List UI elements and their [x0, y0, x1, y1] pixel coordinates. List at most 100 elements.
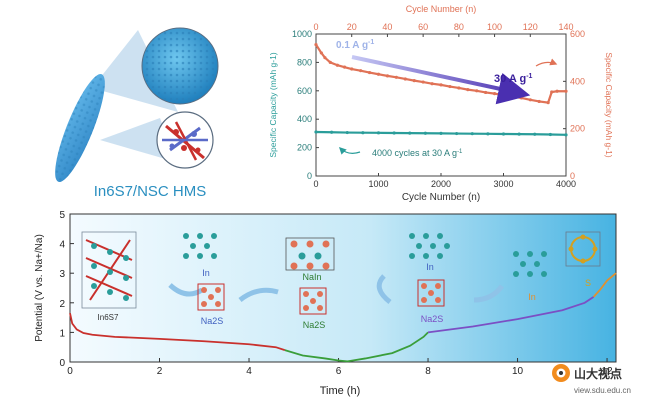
stage-label-in-3: In	[528, 292, 536, 302]
time-axis-label: Time (h)	[320, 385, 361, 397]
nain-crystal-icon	[285, 237, 335, 271]
stage-arrow-4	[473, 284, 505, 303]
data-point	[394, 75, 398, 79]
watermark-url: view.sdu.edu.cn	[574, 386, 631, 395]
data-point	[533, 132, 537, 136]
data-point	[423, 131, 427, 135]
stage-arrow-1	[168, 283, 204, 297]
data-point	[319, 51, 323, 55]
y2-tick-label: 0	[570, 171, 575, 181]
x-axis-label: Cycle Number (n)	[402, 192, 480, 203]
y2-tick-label: 400	[570, 76, 585, 86]
x-axis-ticks: 0 1000 2000 3000 4000	[313, 173, 576, 189]
data-point	[421, 80, 425, 84]
data-point	[328, 60, 332, 64]
data-point	[555, 89, 559, 93]
crystal-lattice-icon	[162, 121, 208, 161]
y2-pointer-arrow	[535, 58, 558, 67]
potential-tick-label: 2	[59, 299, 65, 310]
stage-label-nain: NaIn	[302, 272, 321, 282]
x-tick-label: 0	[313, 179, 318, 189]
x-tick-label: 2000	[431, 179, 451, 189]
potential-axis-label: Potential (V vs. Na+/Na)	[34, 234, 45, 342]
stage-label-na2s-3: Na2S	[421, 314, 444, 324]
data-point	[448, 84, 452, 89]
y2-axis-ticks: 0 200 400 600	[563, 29, 585, 181]
stage-label-in-1: In	[202, 268, 210, 278]
data-point	[392, 131, 396, 135]
data-point	[517, 132, 521, 136]
x2-tick-label: 140	[558, 22, 573, 32]
stage-label-s: S	[585, 278, 591, 288]
data-point	[501, 132, 506, 136]
potential-segment-0	[69, 312, 286, 352]
data-point	[439, 131, 443, 135]
data-point	[403, 77, 407, 81]
data-point	[564, 89, 568, 93]
x-tick-label: 3000	[493, 179, 513, 189]
potential-tick-label: 0	[59, 358, 65, 369]
data-point	[335, 63, 340, 67]
long-cycle-label: 4000 cycles at 30 A g-1	[372, 148, 463, 158]
data-point	[350, 67, 354, 71]
rate-start-label: 0.1 A g-1	[336, 39, 374, 51]
data-point	[537, 99, 541, 104]
data-point	[376, 131, 381, 135]
y-tick-label: 600	[297, 86, 312, 96]
x2-axis-label: Cycle Number (n)	[406, 4, 477, 14]
data-point	[367, 70, 372, 75]
rate-end-label: 30 A g-1	[494, 73, 533, 85]
sulfur-ring-icon	[565, 231, 601, 267]
y-tick-label: 0	[307, 171, 312, 181]
time-tick-label: 0	[67, 366, 73, 377]
data-point	[546, 101, 550, 105]
data-point	[412, 79, 416, 83]
y2-tick-label: 600	[570, 29, 585, 39]
data-point	[501, 93, 506, 97]
data-point	[323, 56, 327, 60]
in-atoms-icon-2	[409, 233, 450, 259]
potential-tick-label: 4	[59, 240, 65, 251]
potential-segment-3	[427, 296, 595, 334]
data-point	[314, 130, 318, 134]
y-tick-label: 1000	[292, 29, 312, 39]
x-tick-label: 1000	[368, 179, 388, 189]
data-point	[408, 131, 412, 135]
data-point	[466, 88, 470, 92]
data-point	[550, 90, 554, 94]
in-atoms-icon-1	[183, 233, 217, 259]
y2-tick-label: 200	[570, 124, 585, 134]
time-tick-label: 8	[425, 366, 431, 377]
stage-label-na2s-1: Na2S	[201, 316, 224, 326]
y-tick-label: 800	[297, 57, 312, 67]
rate-trend-arrow	[351, 55, 531, 105]
data-point	[457, 86, 461, 90]
x2-tick-label: 60	[418, 22, 428, 32]
data-point	[519, 96, 523, 100]
x2-tick-label: 120	[523, 22, 538, 32]
potential-segment-2	[347, 331, 429, 363]
potential-segment-1	[284, 349, 348, 363]
x2-tick-label: 100	[487, 22, 502, 32]
data-point	[548, 132, 552, 137]
na2s-cluster-icon-1	[197, 283, 225, 311]
y2-axis-label: Specific Capacity (mAh g-1)	[604, 52, 614, 158]
stage-label-in6s7: In6S7	[98, 313, 119, 322]
data-point	[345, 130, 349, 135]
y-tick-label: 200	[297, 143, 312, 153]
potential-tick-label: 1	[59, 328, 65, 339]
data-point	[314, 43, 318, 47]
data-point	[484, 90, 488, 95]
stage-arrow-2	[238, 287, 279, 303]
potential-curve	[69, 272, 617, 363]
data-point	[486, 132, 490, 136]
data-point	[376, 72, 381, 76]
data-point	[475, 89, 479, 93]
potential-axis-ticks: 0 1 2 3 4 5	[59, 210, 74, 369]
y-axis-label: Specific Capacity (mAh g-1)	[268, 52, 278, 158]
data-point	[361, 131, 365, 135]
time-tick-label: 12	[601, 366, 613, 377]
y-axis-ticks: 0 200 400 600 800 1000	[292, 29, 319, 181]
